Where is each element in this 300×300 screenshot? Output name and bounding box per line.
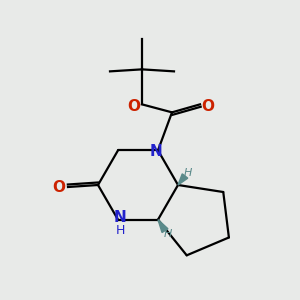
Polygon shape [178,174,188,185]
Text: O: O [128,99,140,114]
Text: N: N [114,210,126,225]
Text: H: H [115,224,125,237]
Text: O: O [202,99,214,114]
Text: O: O [52,181,65,196]
Polygon shape [158,220,168,232]
Text: H: H [164,229,172,238]
Text: H: H [184,168,192,178]
Text: N: N [150,144,162,159]
